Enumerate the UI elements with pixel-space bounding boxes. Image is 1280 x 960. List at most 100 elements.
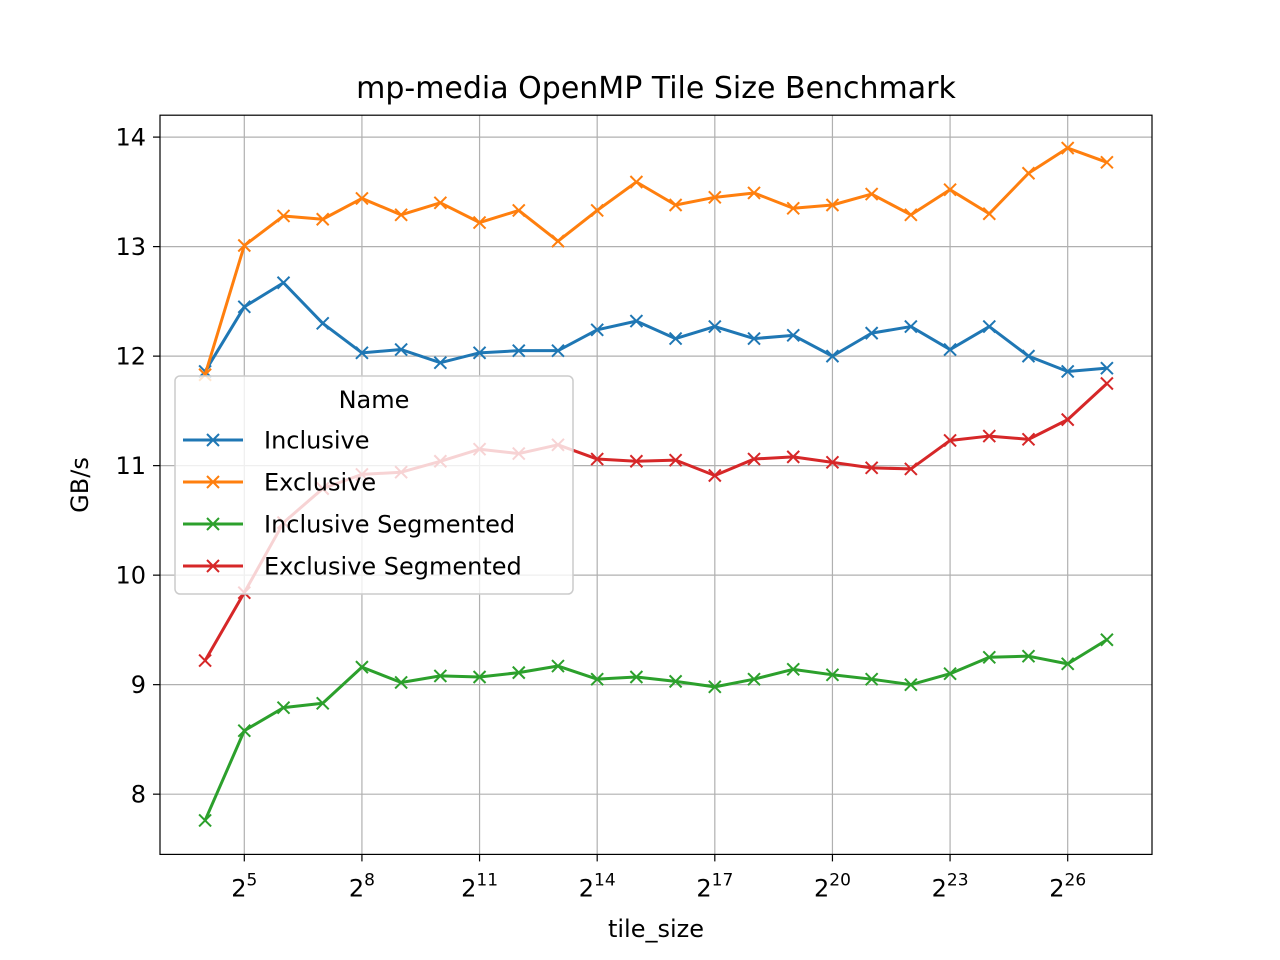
data-point: [237, 238, 252, 253]
data-point: [747, 452, 761, 466]
x-tick-exponent: 17: [712, 870, 734, 890]
data-point: [237, 723, 252, 738]
x-tick-base: 2: [932, 874, 947, 902]
data-point: [472, 670, 487, 684]
data-point: [1100, 376, 1114, 391]
legend-entry: Exclusive Segmented: [183, 553, 522, 581]
legend-box: [174, 375, 574, 595]
data-point: [198, 813, 212, 828]
data-point: [1060, 412, 1075, 427]
data-point: [825, 668, 840, 682]
series-line: [203, 281, 1108, 373]
data-point: [472, 346, 487, 360]
data-point: [982, 429, 996, 443]
data-point: [943, 182, 957, 197]
x-tick-exponent: 14: [594, 870, 616, 890]
data-point: [590, 203, 604, 218]
data-point: [276, 276, 291, 290]
x-tick-exponent: 26: [1065, 870, 1087, 890]
y-axis-ticks: 8 9 10 11 12 13 14: [115, 124, 160, 809]
data-point: [276, 700, 291, 715]
x-tick-base: 2: [814, 874, 829, 902]
data-point: [668, 453, 683, 467]
x-tick-label: 217: [696, 870, 733, 902]
y-tick-label: 10: [115, 562, 146, 590]
plot-frame: [159, 114, 1153, 856]
data-point: [786, 201, 800, 215]
data-point: [276, 209, 291, 223]
data-point: [668, 198, 683, 212]
x-tick-exponent: 5: [247, 870, 258, 890]
legend-swatch-marker: [206, 475, 220, 489]
x-tick-label: 28: [349, 870, 375, 902]
data-point: [982, 319, 996, 334]
data-point: [355, 660, 369, 674]
data-point: [1021, 349, 1036, 363]
x-tick-exponent: 20: [829, 870, 851, 890]
data-point: [864, 187, 879, 201]
data-point: [355, 191, 369, 206]
data-point: [316, 316, 330, 330]
data-point: [904, 462, 918, 476]
legend-swatch-marker: [206, 559, 220, 573]
legend-swatch-marker: [206, 433, 220, 447]
data-point: [747, 186, 761, 200]
data-point: [629, 175, 644, 189]
data-point: [982, 207, 996, 221]
data-point: [1060, 364, 1075, 379]
legend-label: Exclusive: [264, 469, 376, 497]
data-point: [433, 196, 448, 210]
x-tick-exponent: 11: [476, 870, 498, 890]
legend: Name Inclusive Exclusive Inclusive Segment…: [174, 375, 574, 595]
y-tick-label: 12: [115, 343, 146, 371]
legend-label: Inclusive Segmented: [264, 511, 515, 539]
data-point: [904, 208, 918, 222]
y-tick-label: 8: [131, 781, 146, 809]
data-point: [708, 190, 722, 205]
data-point: [629, 454, 644, 468]
legend-swatch-marker: [206, 517, 220, 531]
y-tick-label: 9: [131, 671, 146, 699]
data-point: [1100, 633, 1114, 647]
data-point: [629, 670, 644, 684]
data-point: [433, 355, 448, 370]
data-point: [512, 665, 526, 680]
data-point: [394, 342, 408, 357]
legend-entry: Exclusive: [183, 469, 376, 497]
data-point: [629, 314, 644, 328]
data-point: [1100, 361, 1114, 375]
data-point: [708, 468, 722, 483]
x-tick-base: 2: [349, 874, 364, 902]
x-tick-base: 2: [231, 874, 246, 902]
data-point: [551, 234, 565, 248]
x-tick-label: 220: [814, 870, 851, 902]
y-axis-label: GB/s: [66, 457, 94, 513]
data-point: [472, 215, 487, 230]
data-point: [316, 696, 330, 710]
data-point: [786, 328, 800, 343]
x-tick-label: 214: [579, 870, 616, 902]
data-point: [198, 653, 212, 668]
data-point: [825, 198, 840, 212]
data-point: [590, 323, 604, 337]
x-tick-exponent: 8: [364, 870, 375, 890]
data-point: [1021, 166, 1036, 180]
data-point: [786, 662, 800, 677]
data-point: [825, 455, 840, 470]
series-line: [203, 638, 1108, 822]
data-point: [668, 331, 683, 346]
data-point: [747, 331, 761, 346]
x-tick-label: 226: [1049, 870, 1086, 902]
y-tick-label: 13: [115, 233, 146, 261]
y-tick-label: 11: [115, 452, 146, 480]
data-point: [825, 349, 840, 363]
data-point: [551, 659, 565, 673]
legend-label: Inclusive: [264, 427, 370, 455]
data-point: [551, 343, 565, 358]
data-point: [394, 675, 408, 690]
data-point: [1100, 155, 1114, 169]
data-point: [355, 346, 369, 360]
data-point: [394, 208, 408, 222]
grid: [160, 115, 1152, 855]
